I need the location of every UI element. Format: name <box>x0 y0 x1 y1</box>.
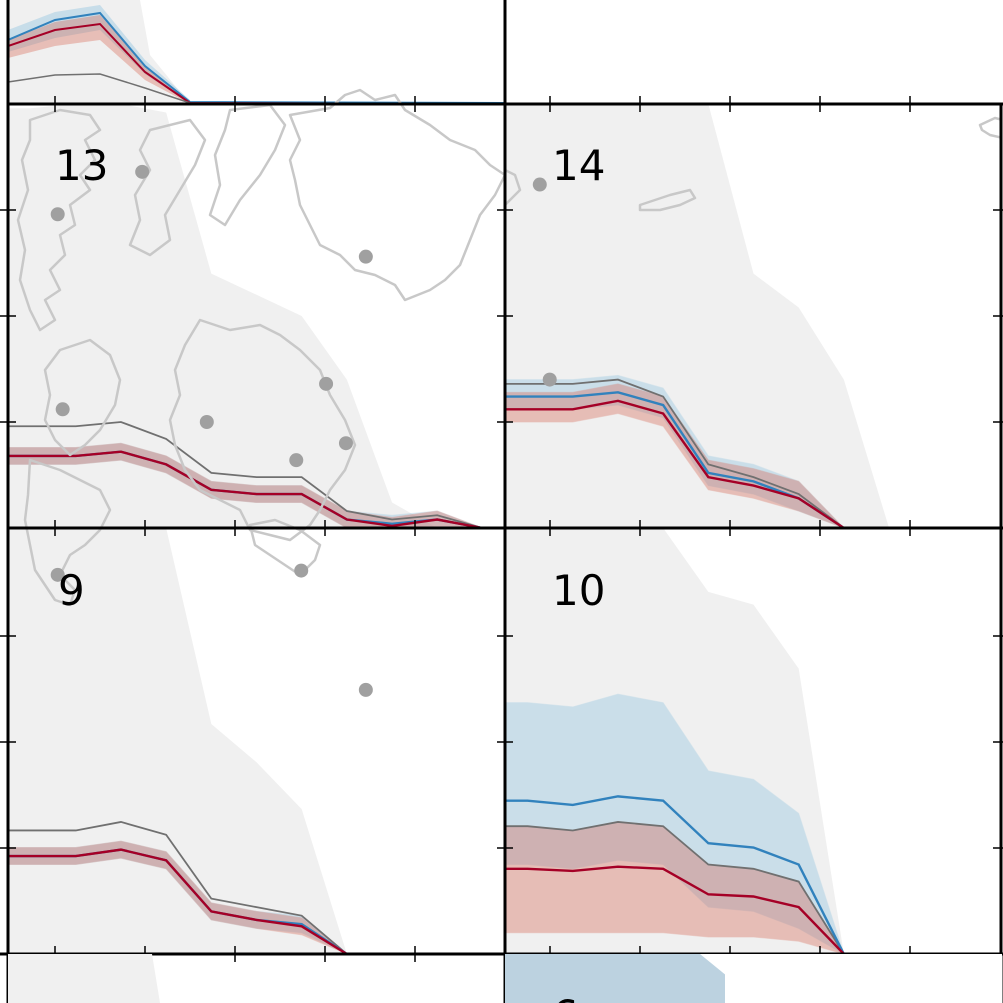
station-dot <box>319 376 334 391</box>
station-dot <box>50 567 65 582</box>
top-partial-panel <box>8 0 505 104</box>
envelope-10 <box>505 528 1002 954</box>
band-red-9 <box>8 840 505 954</box>
station-dot <box>294 563 309 578</box>
coastline-greenland-west <box>16 108 102 332</box>
panel-label-9: 9 <box>58 566 85 615</box>
station-dot <box>55 402 70 417</box>
envelope-9 <box>8 528 505 954</box>
band-red-13 <box>8 442 505 528</box>
line-red-10 <box>505 865 1002 954</box>
coastline-baffin <box>168 318 357 542</box>
line-red-9 <box>8 848 505 954</box>
station-dot <box>199 415 214 429</box>
station-dot <box>135 164 150 179</box>
panel-label-14: 14 <box>552 141 605 190</box>
line-blue-10 <box>505 795 1002 954</box>
line-gray-14 <box>505 378 1002 528</box>
line-red-14 <box>505 399 1002 528</box>
band-blue-10 <box>505 693 1002 954</box>
panel-label-13: 13 <box>55 141 108 190</box>
line-blue-14 <box>505 391 1002 528</box>
line-red-13 <box>8 450 505 528</box>
panel-9 <box>8 528 505 954</box>
line-gray-9 <box>8 821 505 954</box>
station-dot <box>358 249 373 264</box>
envelope-14 <box>505 104 1002 528</box>
panel-10 <box>505 528 1002 954</box>
coastline-large-island <box>288 88 507 302</box>
station-dot <box>50 207 65 222</box>
band-blue-13 <box>8 442 505 528</box>
line-gray-10 <box>505 821 1002 954</box>
coastline-svalbard <box>638 188 697 212</box>
coastline-west-islands <box>43 338 122 457</box>
panel-13 <box>8 104 505 528</box>
coastline-mainland <box>23 458 112 607</box>
station-markers <box>50 164 557 697</box>
panel-14 <box>505 104 1002 528</box>
envelope-13 <box>8 104 505 528</box>
coastline-east-island <box>978 116 1002 140</box>
panels-layer <box>8 104 1002 954</box>
station-dot <box>289 453 304 468</box>
station-dot <box>358 682 373 697</box>
band-blue-9 <box>8 840 505 954</box>
top-blue-line <box>8 11 505 104</box>
coastline-greenland-east <box>504 168 522 206</box>
panel-label-10: 10 <box>552 566 605 615</box>
bottom-right-envelope <box>700 954 1002 1003</box>
coastline-island-2 <box>208 103 287 227</box>
line-gray-13 <box>8 421 505 528</box>
station-dot <box>532 177 547 192</box>
station-dot <box>338 436 353 451</box>
station-dot <box>542 372 557 387</box>
band-blue-14 <box>505 374 1002 528</box>
bottom-left-envelope <box>8 954 160 1003</box>
bottom-right-blue-band <box>505 954 725 1003</box>
panel-label-6: 6 <box>552 991 579 1003</box>
top-red-band <box>8 15 190 104</box>
